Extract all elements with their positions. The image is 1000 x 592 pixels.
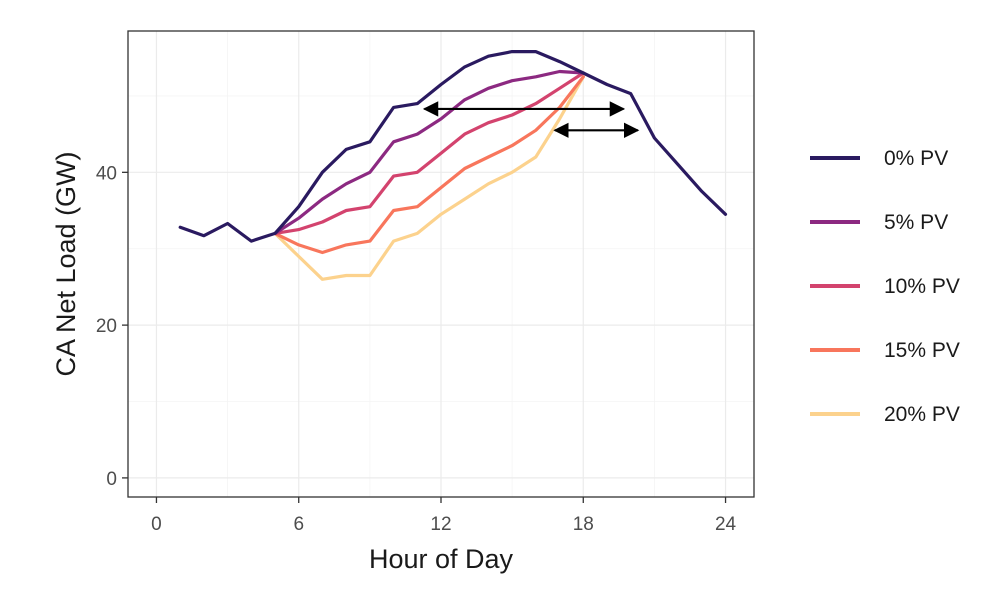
- annotation-layer: [422, 101, 640, 139]
- legend: 0% PV 5% PV 10% PV 15% PV 20% PV: [810, 147, 960, 426]
- legend-label: 20% PV: [884, 403, 960, 426]
- y-tick-label: 20: [96, 316, 117, 337]
- x-tick-label: 12: [430, 514, 451, 535]
- legend-label: 5% PV: [884, 211, 948, 234]
- x-tick-label: 0: [151, 514, 162, 535]
- legend-label: 10% PV: [884, 275, 960, 298]
- x-tick-label: 6: [293, 514, 304, 535]
- x-axis: 0 6 12 18 24: [151, 497, 737, 535]
- y-axis: 0 20 40: [96, 163, 128, 490]
- series-line: [178, 49, 728, 243]
- y-tick-label: 40: [96, 163, 117, 184]
- y-axis-title: CA Net Load (GW): [51, 151, 81, 376]
- x-axis-title: Hour of Day: [369, 544, 514, 574]
- x-tick-label: 18: [573, 514, 594, 535]
- y-tick-label: 0: [106, 469, 117, 490]
- legend-label: 15% PV: [884, 339, 960, 362]
- series-line: [273, 69, 585, 235]
- series-line: [273, 75, 585, 281]
- legend-label: 0% PV: [884, 147, 948, 170]
- series-layer: [178, 49, 728, 281]
- series-line: [273, 75, 585, 255]
- x-tick-label: 24: [715, 514, 737, 535]
